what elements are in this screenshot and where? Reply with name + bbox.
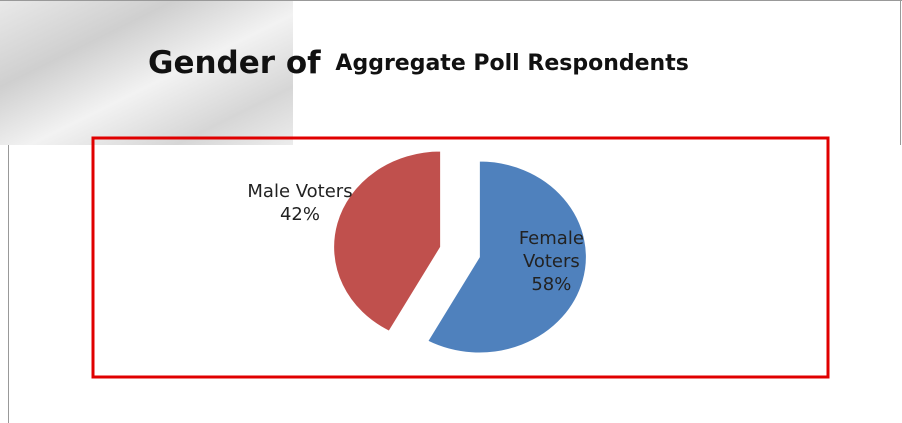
- category-label: Male Voters: [230, 180, 370, 203]
- title-sub: Aggregate Poll Respondents: [335, 51, 688, 76]
- chart-title: Gender of Aggregate Poll Respondents: [148, 45, 689, 81]
- title-main: Gender of: [148, 45, 321, 81]
- value-label: 42%: [230, 203, 370, 226]
- pie-slice: [334, 151, 441, 331]
- category-label: Female Voters: [511, 227, 591, 273]
- slide: Gender of Aggregate Poll Respondents Mal…: [0, 0, 902, 423]
- value-label: 58%: [511, 273, 591, 296]
- chart: Gender of Aggregate Poll Respondents: [0, 0, 902, 423]
